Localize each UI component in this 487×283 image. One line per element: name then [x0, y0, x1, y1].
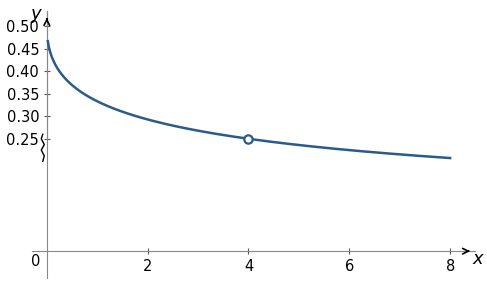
Text: 0: 0 [31, 254, 40, 269]
Text: y: y [30, 5, 41, 23]
Text: x: x [472, 250, 483, 268]
